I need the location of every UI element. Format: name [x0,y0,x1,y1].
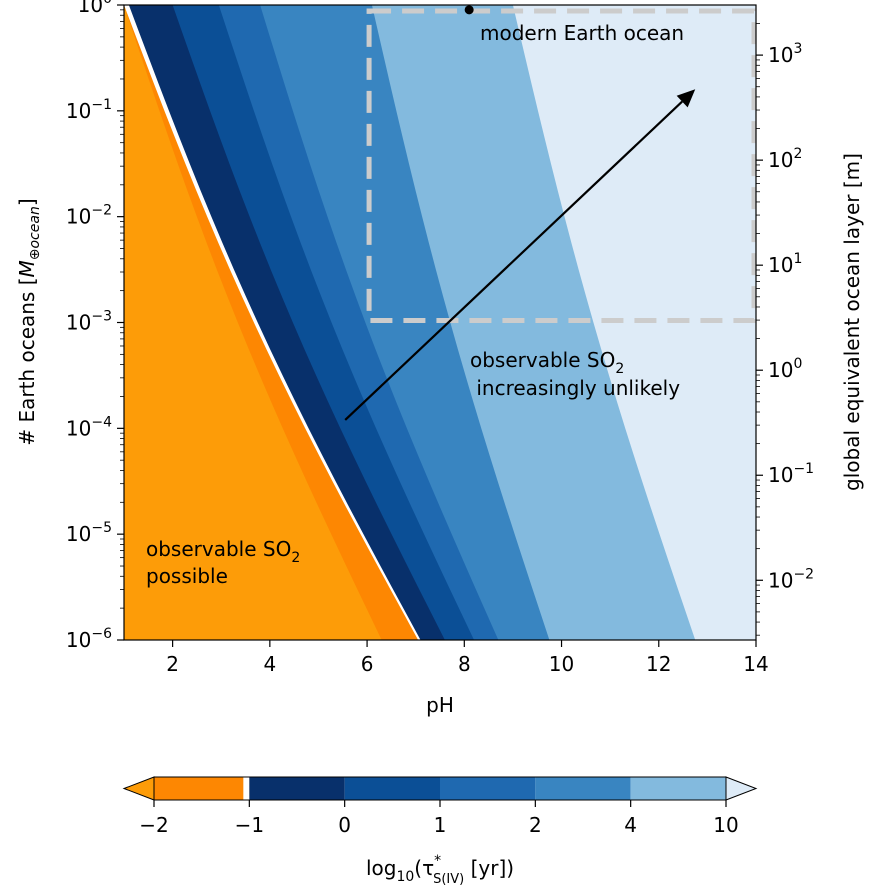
x-tick-label: 4 [263,652,276,676]
x-tick-label: 2 [166,652,179,676]
x-axis: 2 4 6 8 10 12 14 [166,640,769,676]
y2-tick-label: 100 [768,356,802,382]
colorbar-tick-label: −2 [139,813,168,837]
y-tick-label: 100 [78,0,112,17]
colorbar-tick-label: 2 [529,813,542,837]
y2-tick-label: 101 [768,251,802,277]
y-tick-label: 10−4 [66,414,112,440]
colorbar-segment [154,777,250,800]
y2-tick-label: 10−1 [768,461,814,487]
secondary-y-axis: 103 102 101 100 10−1 10−2 [756,23,814,636]
x-tick-label: 10 [549,652,574,676]
colorbar-extend-high [725,776,758,801]
colorbar-label: log10(τ* S(IV) [yr]) [366,853,514,887]
colorbar: −2 −1 0 1 2 4 10 [122,776,758,837]
x-tick-label: 14 [743,652,768,676]
y-tick-label: 10−5 [66,520,112,546]
x-axis-title: pH [426,693,454,717]
colorbar-tick-label: −1 [235,813,264,837]
colorbar-segment [630,777,726,800]
modern-earth-ocean-label: modern Earth ocean [480,21,684,45]
trend-arrowhead [676,89,696,108]
colorbar-tick-label: 10 [713,813,738,837]
colorbar-segment [440,777,536,800]
y-tick-label: 10−6 [66,626,112,652]
x-tick-label: 8 [458,652,471,676]
unlikely-region-label: observable SO2 increasingly unlikely [470,348,680,400]
y-tick-label: 10−3 [66,309,112,335]
colorbar-tick-label: 0 [338,813,351,837]
colorbar-tick-label: 1 [434,813,447,837]
modern-ocean-box [366,8,756,323]
colorbar-segment [243,777,250,800]
colorbar-segment [249,777,345,800]
y-axis-title: # Earth oceans [M⊕ocean] [15,198,43,445]
colorbar-extend-low [122,776,155,801]
trend-arrow [344,100,683,421]
colorbar-segment [535,777,631,800]
colorbar-segment [344,777,440,800]
y-tick-label: 10−2 [66,203,112,229]
modern-earth-ocean-marker [464,5,474,15]
y2-tick-label: 10−2 [768,566,814,592]
y2-tick-label: 103 [768,41,802,67]
region-fill [124,5,382,640]
x-tick-label: 12 [646,652,671,676]
x-tick-label: 6 [361,652,374,676]
possible-region-label: observable SO2 possible [146,537,307,588]
y-axis: 100 10−1 10−2 10−3 10−4 10−5 10−6 [66,0,124,652]
secondary-y-axis-title: global equivalent ocean layer [m] [840,153,864,491]
y-tick-label: 10−1 [66,97,112,123]
colorbar-tick-label: 4 [624,813,637,837]
y2-tick-label: 102 [768,146,802,172]
